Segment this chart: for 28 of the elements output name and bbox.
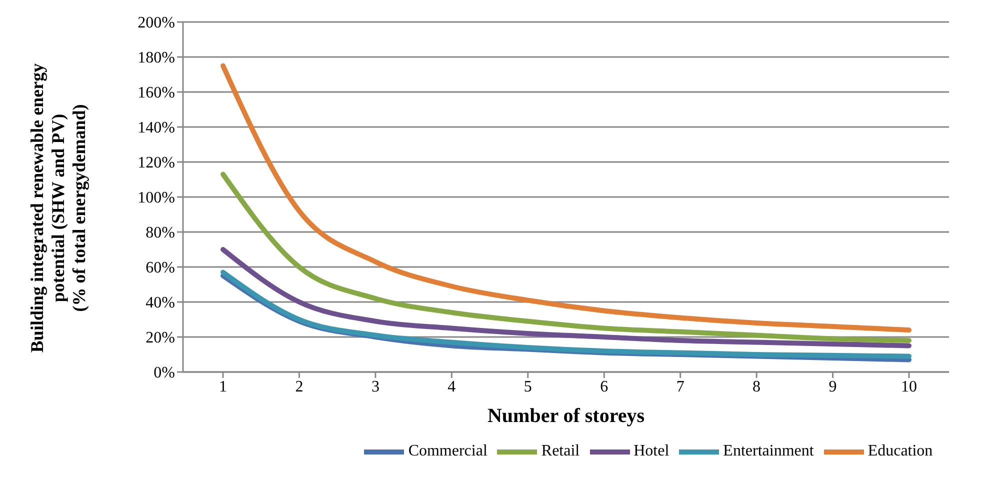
legend-label: Commercial (408, 442, 488, 460)
x-tick-label: 3 (371, 378, 380, 396)
legend-label: Retail (541, 442, 580, 460)
x-tick-label: 9 (828, 378, 837, 396)
y-axis-title: Building integrated renewable energy potential (SHW and PV) (% of total energydemand) (27, 63, 89, 353)
x-tick-label: 7 (676, 378, 684, 396)
y-tick-label: 100% (138, 190, 175, 207)
legend-label: Entertainment (723, 442, 814, 460)
y-tick-label: 20% (146, 330, 175, 347)
legend-label: Education (868, 442, 933, 460)
x-tick-label: 10 (901, 378, 917, 396)
y-tick-label: 120% (138, 154, 175, 172)
y-tick-label: 80% (146, 224, 175, 242)
x-tick-label: 1 (219, 378, 227, 396)
x-tick-label: 5 (524, 378, 532, 396)
legend-label: Hotel (634, 442, 670, 460)
y-tick-label: 60% (146, 260, 175, 277)
x-tick-label: 4 (448, 378, 456, 396)
x-axis-title: Number of storeys (487, 405, 645, 427)
y-tick-label: 40% (146, 294, 175, 312)
y-tick-label: 180% (138, 50, 175, 67)
y-tick-label: 140% (138, 120, 175, 137)
y-tick-label: 0% (154, 364, 175, 382)
y-tick-label: 160% (138, 84, 175, 102)
x-tick-label: 8 (752, 378, 761, 396)
y-tick-label: 200% (138, 14, 175, 32)
x-tick-label: 2 (295, 378, 304, 396)
x-tick-label: 6 (600, 378, 608, 396)
